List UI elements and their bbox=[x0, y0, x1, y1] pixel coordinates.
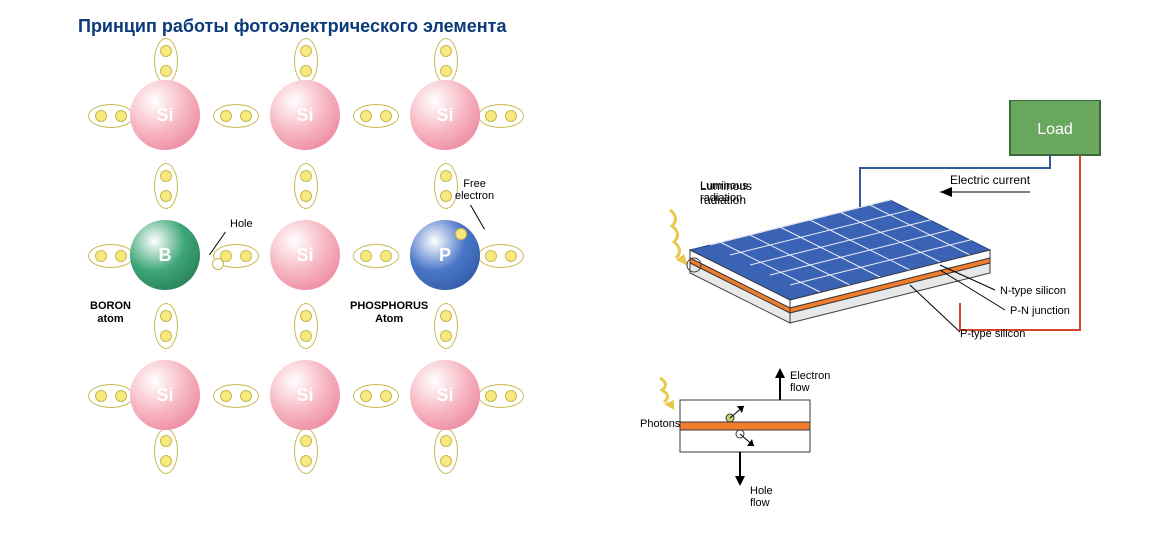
hole-icon bbox=[212, 258, 224, 270]
pn-junction-label: P-N junction bbox=[1010, 305, 1070, 317]
electron-icon bbox=[160, 310, 172, 322]
electric-current-label: Electric current bbox=[950, 173, 1031, 187]
electron-icon bbox=[300, 330, 312, 342]
silicon-atom: Si bbox=[410, 80, 480, 150]
electron-icon bbox=[505, 110, 517, 122]
electron-icon bbox=[485, 110, 497, 122]
page-title: Принцип работы фотоэлектрического элемен… bbox=[78, 16, 506, 37]
electron-icon bbox=[360, 250, 372, 262]
electron-icon bbox=[380, 250, 392, 262]
electron-icon bbox=[160, 330, 172, 342]
photons-label: Photons bbox=[640, 418, 680, 430]
electron-flow-label: Electron flow bbox=[790, 370, 830, 394]
electron-icon bbox=[95, 390, 107, 402]
hole-label: Hole bbox=[230, 218, 253, 230]
electron-icon bbox=[160, 455, 172, 467]
electron-icon bbox=[160, 435, 172, 447]
silicon-atom: Si bbox=[270, 80, 340, 150]
phosphorus-atom: P bbox=[410, 220, 480, 290]
electron-icon bbox=[95, 250, 107, 262]
luminous-label: Luminous radiation bbox=[700, 180, 748, 204]
electron-icon bbox=[115, 390, 127, 402]
electron-icon bbox=[300, 310, 312, 322]
electron-icon bbox=[440, 65, 452, 77]
electron-icon bbox=[300, 190, 312, 202]
silicon-atom: Si bbox=[270, 360, 340, 430]
electron-icon bbox=[505, 250, 517, 262]
photon-ray bbox=[670, 210, 680, 258]
electron-icon bbox=[485, 250, 497, 262]
electron-icon bbox=[300, 65, 312, 77]
electron-icon bbox=[160, 190, 172, 202]
phosphorus-caption: PHOSPHORUS Atom bbox=[350, 300, 428, 326]
electron-icon bbox=[300, 45, 312, 57]
boron-caption: BORON atom bbox=[90, 300, 131, 326]
electron-icon bbox=[160, 65, 172, 77]
page: Принцип работы фотоэлектрического элемен… bbox=[0, 0, 1153, 539]
electron-icon bbox=[160, 45, 172, 57]
electron-icon bbox=[440, 455, 452, 467]
electron-icon bbox=[485, 390, 497, 402]
electron-icon bbox=[300, 170, 312, 182]
electron-icon bbox=[440, 45, 452, 57]
electron-icon bbox=[220, 110, 232, 122]
silicon-atom: Si bbox=[410, 360, 480, 430]
electron-icon bbox=[440, 330, 452, 342]
electron-icon bbox=[115, 250, 127, 262]
electron-icon bbox=[440, 170, 452, 182]
electron-icon bbox=[360, 110, 372, 122]
electron-icon bbox=[360, 390, 372, 402]
electron-icon bbox=[440, 310, 452, 322]
hole-flow-label: Hole flow bbox=[750, 485, 773, 509]
electron-icon bbox=[505, 390, 517, 402]
electron-icon bbox=[380, 390, 392, 402]
electron-icon bbox=[380, 110, 392, 122]
electron-icon bbox=[240, 250, 252, 262]
silicon-atom: Si bbox=[130, 80, 200, 150]
free-electron-leader bbox=[470, 205, 485, 230]
boron-atom: B bbox=[130, 220, 200, 290]
silicon-atom: Si bbox=[130, 360, 200, 430]
electron-icon bbox=[240, 390, 252, 402]
n-type-label: N-type silicon bbox=[1000, 285, 1066, 297]
electron-icon bbox=[220, 390, 232, 402]
pv-cell-diagram: Load Electric current bbox=[610, 100, 1130, 400]
p-type-label: P-type silicon bbox=[960, 328, 1025, 340]
electron-icon bbox=[95, 110, 107, 122]
silicon-atom: Si bbox=[270, 220, 340, 290]
electron-icon bbox=[440, 190, 452, 202]
electron-icon bbox=[160, 170, 172, 182]
electron-icon bbox=[115, 110, 127, 122]
free-electron-label: Free electron bbox=[455, 178, 494, 202]
load-text: Load bbox=[1037, 121, 1073, 138]
electron-icon bbox=[300, 455, 312, 467]
electron-icon bbox=[300, 435, 312, 447]
electron-icon bbox=[240, 110, 252, 122]
free-electron-icon bbox=[455, 228, 467, 240]
electron-icon bbox=[440, 435, 452, 447]
